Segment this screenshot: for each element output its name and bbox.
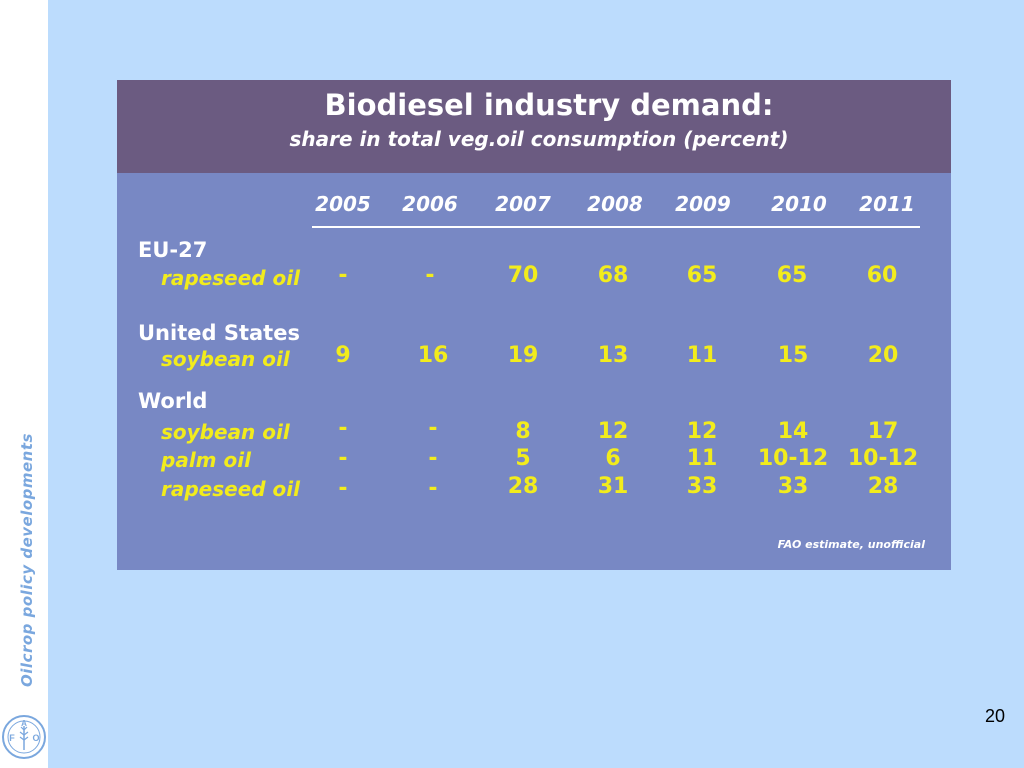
product-label: palm oil — [161, 448, 251, 472]
table-cell: 31 — [597, 474, 629, 499]
year-header: 2009 — [675, 192, 731, 216]
year-header: 2010 — [771, 192, 827, 216]
table-cell: - — [338, 263, 348, 288]
year-header: 2005 — [315, 192, 371, 216]
year-header: 2008 — [587, 192, 643, 216]
product-label: rapeseed oil — [161, 266, 301, 290]
sidebar-title: Oilcrop policy developments — [18, 433, 36, 687]
logo-letter-a: A — [21, 719, 27, 728]
table-cell: 16 — [417, 343, 449, 368]
table-cell: 11 — [686, 343, 718, 368]
table-cell: 65 — [776, 263, 808, 288]
table-cell: 15 — [777, 343, 809, 368]
table-cell: - — [425, 263, 435, 288]
table-cell: 19 — [507, 343, 539, 368]
table-cell: 13 — [597, 343, 629, 368]
table-cell: 14 — [777, 419, 809, 444]
table-cell: 9 — [335, 343, 351, 368]
panel-title: Biodiesel industry demand: — [324, 88, 774, 122]
table-cell: 10-12 — [757, 446, 829, 471]
table-cell: 6 — [605, 446, 621, 471]
table-cell: 33 — [686, 474, 718, 499]
slide-number: 20 — [984, 706, 1005, 726]
table-cell: - — [338, 446, 348, 471]
region-world: World — [138, 389, 208, 413]
table-cell: 28 — [507, 474, 539, 499]
table-cell: 8 — [515, 419, 531, 444]
table-cell: 17 — [867, 419, 899, 444]
region-eu27: EU-27 — [138, 238, 208, 262]
table-cell: 60 — [866, 263, 898, 288]
table-cell: 12 — [686, 419, 718, 444]
table-cell: 20 — [867, 343, 899, 368]
header-divider — [312, 226, 920, 228]
table-cell: 12 — [597, 419, 629, 444]
panel-header: Biodiesel industry demand: share in tota… — [117, 80, 951, 173]
product-label: soybean oil — [161, 420, 290, 444]
table-cell: 5 — [515, 446, 531, 471]
sidebar: Oilcrop policy developments F A O — [0, 0, 48, 768]
table-cell: 33 — [777, 474, 809, 499]
table-cell: 28 — [867, 474, 899, 499]
logo-letter-o: O — [32, 733, 39, 743]
source-note: FAO estimate, unofficial — [777, 538, 925, 551]
table-cell: - — [338, 416, 348, 441]
product-label: rapeseed oil — [161, 477, 301, 501]
table-cell: 11 — [686, 446, 718, 471]
data-table-panel: Biodiesel industry demand: share in tota… — [117, 80, 951, 570]
product-label: soybean oil — [161, 347, 290, 371]
table-cell: - — [428, 416, 438, 441]
panel-subtitle: share in total veg.oil consumption (perc… — [289, 127, 789, 151]
fao-logo: F A O — [2, 715, 46, 759]
year-header: 2006 — [402, 192, 458, 216]
table-cell: 68 — [597, 263, 629, 288]
table-cell: 70 — [507, 263, 539, 288]
table-cell: 65 — [686, 263, 718, 288]
region-united-states: United States — [138, 321, 300, 345]
table-cell: 10-12 — [847, 446, 919, 471]
table-cell: - — [428, 446, 438, 471]
table-cell: - — [338, 476, 348, 501]
logo-letter-f: F — [9, 733, 15, 743]
year-header: 2011 — [859, 192, 915, 216]
table-cell: - — [428, 476, 438, 501]
year-header: 2007 — [495, 192, 551, 216]
